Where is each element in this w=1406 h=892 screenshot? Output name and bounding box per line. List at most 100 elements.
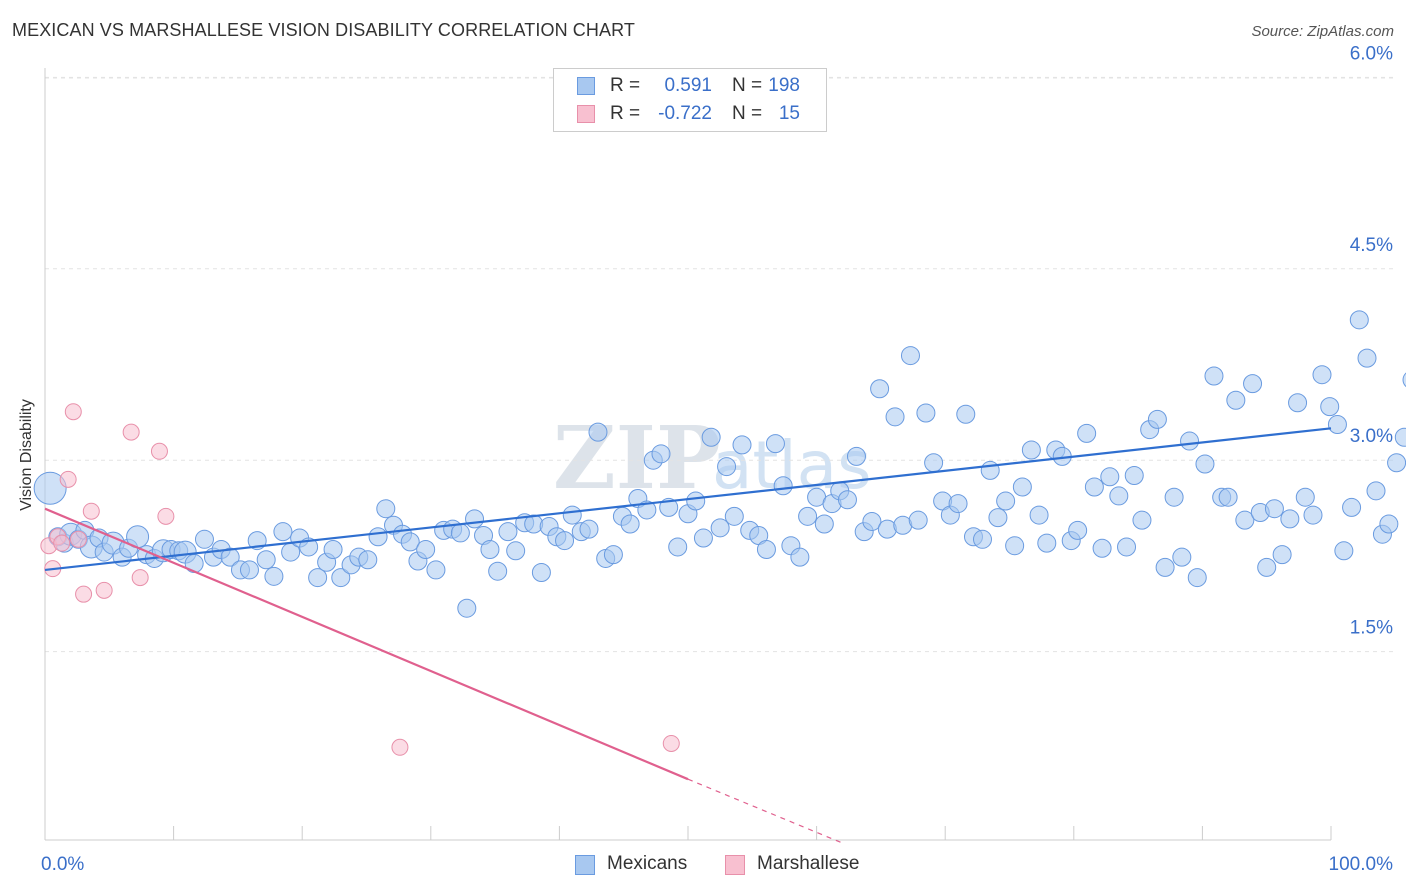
mexicans-point-108 <box>916 403 936 423</box>
mexicans-point-151 <box>1257 557 1277 577</box>
mexicans-point-123 <box>1037 533 1057 553</box>
source-label: Source: ZipAtlas.com <box>1251 23 1394 40</box>
y-tick-label-2: 4.5% <box>1350 235 1393 256</box>
marshallese-point-5 <box>64 403 82 421</box>
mexicans-point-115 <box>972 529 992 549</box>
mexicans-point-112 <box>948 494 968 514</box>
n-value-mexicans: 198 <box>768 75 800 96</box>
mexicans-point-50 <box>450 523 470 543</box>
mexicans-point-29 <box>273 522 293 542</box>
mexicans-point-158 <box>1312 365 1332 385</box>
mexicans-point-81 <box>701 427 721 447</box>
stats-swatch-marshallese <box>577 105 595 123</box>
mexicans-point-138 <box>1155 557 1175 577</box>
mexicans-point-98 <box>837 490 857 510</box>
mexicans-point-167 <box>1379 514 1399 534</box>
chart-title: MEXICAN VS MARSHALLESE VISION DISABILITY… <box>12 20 635 40</box>
marshallese-point-3 <box>53 534 71 552</box>
mexicans-point-147 <box>1226 390 1246 410</box>
mexicans-point-162 <box>1342 497 1362 517</box>
mexicans-point-148 <box>1235 510 1255 530</box>
mexicans-point-133 <box>1117 537 1137 557</box>
marshallese-point-11 <box>131 569 149 587</box>
mexicans-point-149 <box>1243 374 1263 394</box>
mexicans-point-84 <box>724 506 744 526</box>
mexicans-point-83 <box>717 457 737 477</box>
marshallese-point-7 <box>75 585 93 603</box>
mexicans-point-76 <box>659 497 679 517</box>
mexicans-point-75 <box>651 444 671 464</box>
mexicans-point-153 <box>1272 545 1292 565</box>
marshallese-point-8 <box>82 502 100 520</box>
mexicans-point-35 <box>323 540 343 560</box>
mexicans-point-131 <box>1100 467 1120 487</box>
mexicans-point-107 <box>908 510 928 530</box>
mexicans-point-66 <box>579 519 599 539</box>
mexicans-point-55 <box>488 561 508 581</box>
mexicans-point-52 <box>465 509 485 529</box>
mexicans-point-113 <box>956 404 976 424</box>
mexicans-point-155 <box>1288 393 1308 413</box>
mexicans-point-154 <box>1280 509 1300 529</box>
mexicans-point-120 <box>1012 477 1032 497</box>
n-label: N = <box>732 103 763 124</box>
mexicans-point-102 <box>870 379 890 399</box>
mexicans-point-121 <box>1021 440 1041 460</box>
mexicans-point-77 <box>668 537 688 557</box>
mexicans-point-168 <box>1387 453 1406 473</box>
mexicans-point-134 <box>1124 466 1144 486</box>
legend-label-marshallese: Marshallese <box>757 853 860 874</box>
mexicans-point-160 <box>1327 414 1347 434</box>
r-label: R = <box>610 103 641 124</box>
mexicans-point-170 <box>1402 372 1406 388</box>
legend-swatch-marshallese <box>725 855 745 875</box>
mexicans-point-88 <box>756 540 776 560</box>
mexicans-point-163 <box>1349 310 1369 330</box>
mexicans-point-69 <box>603 545 623 565</box>
mexicans-point-117 <box>988 508 1008 528</box>
marshallese-point-9 <box>95 581 113 599</box>
n-label: N = <box>732 75 763 96</box>
mexicans-trend-line <box>44 427 1332 572</box>
marshallese-point-13 <box>157 507 175 525</box>
marshallese-point-4 <box>59 470 77 488</box>
mexicans-point-109 <box>924 453 944 473</box>
mexicans-point-157 <box>1303 505 1323 525</box>
r-value-mexicans: 0.591 <box>664 75 712 96</box>
mexicans-point-132 <box>1109 486 1129 506</box>
marshallese-trend-extension <box>687 778 843 844</box>
mexicans-point-27 <box>256 550 276 570</box>
stats-row-mexicans: R = 0.591 N = 198 <box>554 72 826 100</box>
mexicans-point-71 <box>620 514 640 534</box>
mexicans-point-119 <box>1005 536 1025 556</box>
mexicans-point-128 <box>1077 423 1097 443</box>
trend-lines <box>44 427 1332 844</box>
y-tick-label-0: 1.5% <box>1350 618 1393 639</box>
mexicans-point-164 <box>1357 348 1377 368</box>
mexicans-point-46 <box>416 540 436 560</box>
mexicans-point-73 <box>637 500 657 520</box>
marshallese-point-12 <box>150 442 168 460</box>
mexicans-point-79 <box>686 491 706 511</box>
stats-swatch-mexicans <box>577 77 595 95</box>
mexicans-point-54 <box>480 540 500 560</box>
mexicans-point-40 <box>368 527 388 547</box>
marshallese-point-14 <box>391 738 409 756</box>
mexicans-point-60 <box>531 562 551 582</box>
mexicans-point-101 <box>862 511 882 531</box>
mexicans-point-130 <box>1092 538 1112 558</box>
legend-label-mexicans: Mexicans <box>607 853 688 874</box>
mexicans-point-39 <box>358 550 378 570</box>
mexicans-point-85 <box>732 435 752 455</box>
x-tick-label-max: 100.0% <box>1329 854 1394 875</box>
marshallese-point-15 <box>662 734 680 752</box>
mexicans-point-44 <box>400 532 420 552</box>
mexicans-point-159 <box>1320 397 1340 417</box>
legend-swatch-mexicans <box>575 855 595 875</box>
mexicans-point-146 <box>1218 487 1238 507</box>
marshallese-points <box>40 403 680 756</box>
mexicans-point-135 <box>1132 510 1152 530</box>
mexicans-point-93 <box>798 506 818 526</box>
r-label: R = <box>610 75 641 96</box>
